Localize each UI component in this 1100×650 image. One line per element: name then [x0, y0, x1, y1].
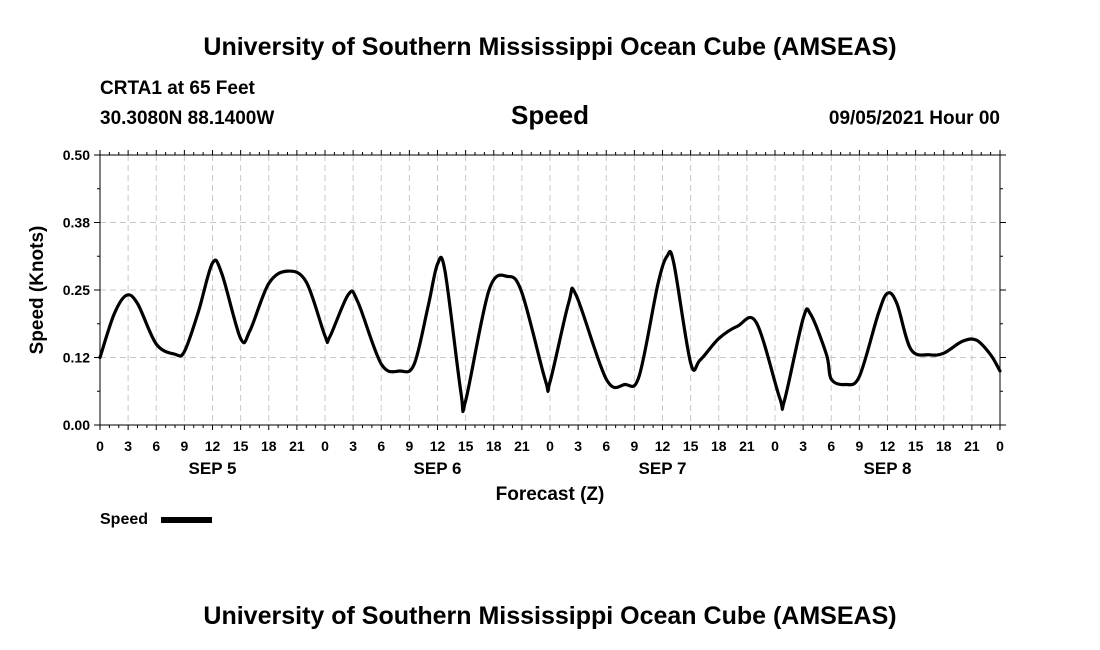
x-tick-label: 6 — [377, 438, 385, 454]
day-label: SEP 7 — [639, 459, 687, 478]
x-tick-label: 18 — [936, 438, 952, 454]
x-tick-label: 18 — [486, 438, 502, 454]
x-tick-label: 18 — [711, 438, 727, 454]
x-tick-label: 21 — [514, 438, 530, 454]
y-tick-label: 0.12 — [63, 350, 90, 366]
y-axis-label: Speed (Knots) — [27, 226, 48, 355]
y-tick-label: 0.38 — [63, 215, 90, 231]
x-tick-label: 15 — [233, 438, 249, 454]
x-tick-label: 0 — [321, 438, 329, 454]
x-tick-label: 21 — [964, 438, 980, 454]
x-tick-label: 9 — [180, 438, 188, 454]
x-tick-label: 0 — [996, 438, 1004, 454]
day-label: SEP 8 — [864, 459, 912, 478]
chart-title: Speed — [511, 100, 589, 130]
speed-series-line — [98, 249, 1002, 413]
legend-swatch — [161, 517, 212, 523]
x-tick-label: 21 — [289, 438, 305, 454]
x-tick-label: 0 — [771, 438, 779, 454]
x-tick-label: 15 — [683, 438, 699, 454]
x-tick-label: 15 — [908, 438, 924, 454]
station-label: CRTA1 at 65 Feet — [100, 78, 256, 99]
x-tick-label: 6 — [602, 438, 610, 454]
x-tick-labels: 0 3 6 9 12 15 18 21 0 3 6 9 12 15 18 21 0 3 6 9 12 15 18 21 0 3 6 9… — [96, 438, 1004, 454]
x-tick-label: 12 — [880, 438, 896, 454]
x-tick-label: 0 — [96, 438, 104, 454]
x-tick-label: 9 — [405, 438, 413, 454]
x-tick-label: 12 — [430, 438, 446, 454]
x-tick-label: 6 — [827, 438, 835, 454]
x-tick-label: 15 — [458, 438, 474, 454]
x-tick-label: 21 — [739, 438, 755, 454]
y-tick-label: 0.00 — [63, 417, 90, 433]
y-tick-label: 0.25 — [63, 282, 90, 298]
y-tick-labels: 0.00 0.12 0.25 0.38 0.50 — [63, 147, 90, 433]
x-tick-label: 3 — [124, 438, 132, 454]
station-coordinates: 30.3080N 88.1400W — [100, 108, 274, 129]
x-tick-label: 3 — [574, 438, 582, 454]
x-tick-label: 3 — [349, 438, 357, 454]
day-labels: SEP 5 SEP 6 SEP 7 SEP 8 — [189, 459, 912, 478]
forecast-datetime: 09/05/2021 Hour 00 — [829, 108, 1000, 129]
legend-label: Speed — [100, 511, 148, 528]
x-tick-label: 3 — [799, 438, 807, 454]
y-tick-label: 0.50 — [63, 147, 90, 163]
x-tick-label: 18 — [261, 438, 277, 454]
x-tick-label: 6 — [152, 438, 160, 454]
x-tick-label: 9 — [855, 438, 863, 454]
series-layer — [98, 249, 1002, 413]
x-tick-label: 12 — [655, 438, 671, 454]
tick-marks — [94, 150, 1006, 430]
day-label: SEP 5 — [189, 459, 237, 478]
top-title: University of Southern Mississippi Ocean… — [203, 33, 896, 61]
x-axis-label: Forecast (Z) — [496, 484, 605, 505]
day-label: SEP 6 — [414, 459, 462, 478]
x-tick-label: 12 — [205, 438, 221, 454]
x-tick-label: 9 — [630, 438, 638, 454]
bottom-title: University of Southern Mississippi Ocean… — [203, 602, 896, 630]
x-tick-label: 0 — [546, 438, 554, 454]
